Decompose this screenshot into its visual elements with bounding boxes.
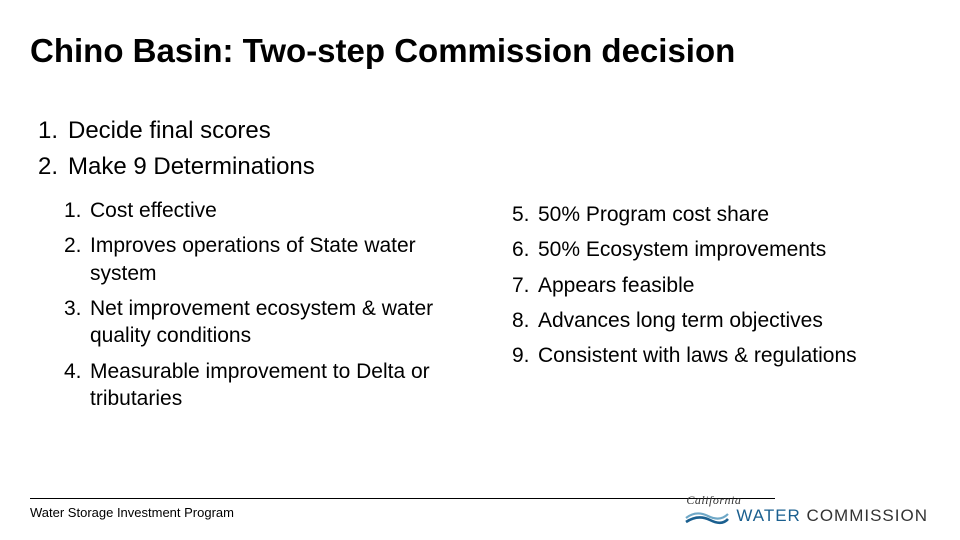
sub-item: 2. Improves operations of State water sy… [64,232,482,287]
sub-item: 7. Appears feasible [512,272,930,299]
logo-water: WATER [736,506,801,525]
main-item-number: 2. [38,150,68,184]
sub-item-number: 4. [64,358,90,413]
sub-item-text: Cost effective [90,197,482,224]
sub-item-number: 8. [512,307,538,334]
footer-divider [30,498,775,499]
sub-item-text: Advances long term objectives [538,307,930,334]
sub-item-number: 9. [512,342,538,369]
sub-item: 9. Consistent with laws & regulations [512,342,930,369]
main-item-text: Make 9 Determinations [68,150,315,184]
sub-item-number: 2. [64,232,90,287]
sub-item-text: Appears feasible [538,272,930,299]
slide-title: Chino Basin: Two-step Commission decisio… [30,32,930,70]
sub-item-text: Consistent with laws & regulations [538,342,930,369]
wave-icon [684,506,730,526]
sub-item-number: 7. [512,272,538,299]
sub-item: 5. 50% Program cost share [512,201,930,228]
sub-item-text: 50% Ecosystem improvements [538,236,930,263]
column-right: 5. 50% Program cost share 6. 50% Ecosyst… [502,197,930,420]
sub-item-text: Net improvement ecosystem & water qualit… [90,295,482,350]
main-item: 2. Make 9 Determinations [38,150,930,184]
main-item: 1. Decide final scores [38,114,930,148]
logo-row: WATER COMMISSION [684,506,928,526]
sub-item: 8. Advances long term objectives [512,307,930,334]
sub-item: 1. Cost effective [64,197,482,224]
sub-item-text: Improves operations of State water syste… [90,232,482,287]
sub-item-number: 6. [512,236,538,263]
logo-commission: COMMISSION [801,506,928,525]
main-list: 1. Decide final scores 2. Make 9 Determi… [38,114,930,183]
sub-item: 6. 50% Ecosystem improvements [512,236,930,263]
sub-item-number: 1. [64,197,90,224]
column-left: 1. Cost effective 2. Improves operations… [30,197,502,420]
sub-item-text: 50% Program cost share [538,201,930,228]
slide: Chino Basin: Two-step Commission decisio… [0,0,960,540]
sub-item: 4. Measurable improvement to Delta or tr… [64,358,482,413]
columns: 1. Cost effective 2. Improves operations… [30,197,930,420]
sub-item-number: 5. [512,201,538,228]
main-item-number: 1. [38,114,68,148]
sub-item: 3. Net improvement ecosystem & water qua… [64,295,482,350]
sub-item-number: 3. [64,295,90,350]
main-item-text: Decide final scores [68,114,271,148]
logo: California WATER COMMISSION [684,493,928,526]
logo-text: WATER COMMISSION [736,506,928,526]
sub-item-text: Measurable improvement to Delta or tribu… [90,358,482,413]
